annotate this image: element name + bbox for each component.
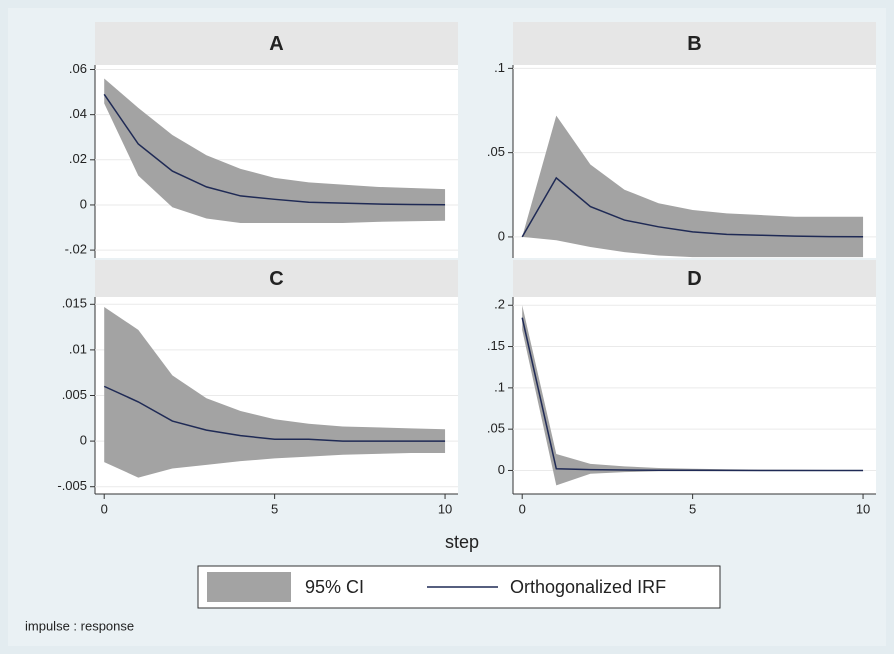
y-tick-label: 0 [498,462,505,477]
y-tick-label: .02 [69,151,87,166]
y-tick-label: .06 [69,61,87,76]
irf-line [521,317,864,472]
y-tick-label: -.005 [57,478,87,493]
y-tick-label: .15 [487,338,505,353]
legend-swatch [207,572,291,602]
x-tick-label: 5 [689,501,696,516]
y-tick-label: .2 [494,297,505,312]
y-tick-label: 0 [80,433,87,448]
panel-title: C [269,268,283,290]
ci-band [104,307,446,478]
panel-title: B [687,33,701,55]
note: impulse : response [25,618,134,633]
irf-line [103,93,446,206]
y-tick-label: .005 [62,387,87,402]
x-axis-label: step [445,532,479,552]
ci-band [522,115,864,258]
panel-header [95,260,458,297]
y-tick-label: .01 [69,341,87,356]
panel-header [513,260,876,297]
panel-title: D [687,268,701,290]
x-tick-label: 10 [438,501,452,516]
legend-label: Orthogonalized IRF [510,577,666,597]
y-tick-label: 0 [498,228,505,243]
y-tick-label: .05 [487,421,505,436]
legend-label: 95% CI [305,577,364,597]
y-tick-label: .05 [487,144,505,159]
irf-line [521,176,864,238]
y-tick-label: .04 [69,106,87,121]
x-tick-label: 5 [271,501,278,516]
y-tick-label: -.02 [65,242,87,257]
y-tick-label: .015 [62,296,87,311]
panel-header [513,22,876,65]
y-tick-label: 0 [80,196,87,211]
y-tick-label: .1 [494,379,505,394]
y-tick-label: .1 [494,60,505,75]
ci-band [104,78,446,224]
x-tick-label: 0 [519,501,526,516]
irf-line [103,385,446,442]
panel-header [95,22,458,65]
x-tick-label: 10 [856,501,870,516]
panel-title: A [269,33,283,55]
x-tick-label: 0 [101,501,108,516]
